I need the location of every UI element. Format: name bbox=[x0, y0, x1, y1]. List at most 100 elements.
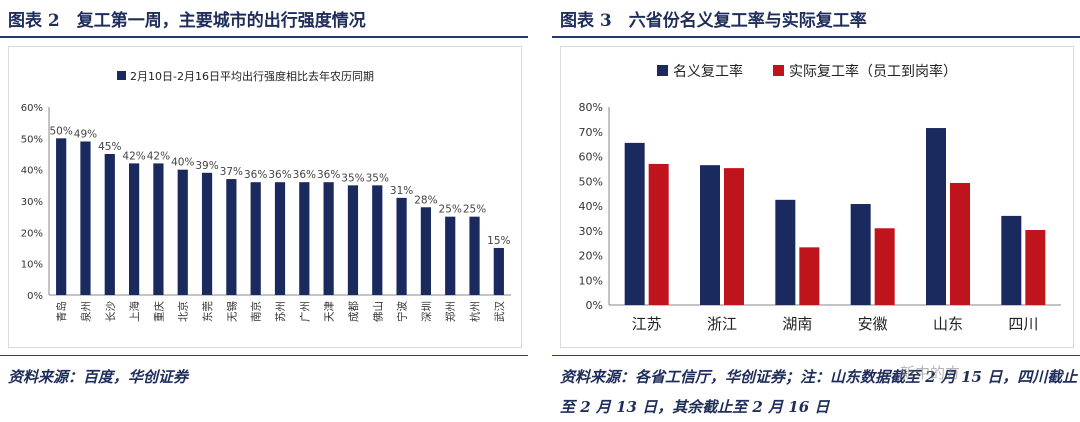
city-travel-chart-box: 2月10日-2月16日平均出行强度相比去年农历同期 0% 10% 20% 30% 40% 5… bbox=[8, 46, 522, 348]
figure-3-source: 资料来源：各省工信厅，华创证券；注：山东数据截至 2 月 15 日，四川截止至 … bbox=[560, 368, 1078, 416]
bar bbox=[420, 207, 432, 295]
x-tick-label: 江苏 bbox=[632, 315, 662, 333]
y-tick-label: 20% bbox=[21, 228, 43, 239]
y-tick-label: 40% bbox=[21, 166, 43, 177]
y-tick-label: 10% bbox=[579, 274, 603, 287]
data-label: 36% bbox=[268, 169, 291, 181]
y-tick-label: 0% bbox=[27, 291, 43, 302]
x-tick-label: 武汉 bbox=[493, 301, 506, 322]
figure-2-source: 资料来源：百度，华创证券 bbox=[8, 368, 189, 386]
data-label: 42% bbox=[147, 150, 170, 162]
data-label: 36% bbox=[244, 169, 267, 181]
y-tick-label: 30% bbox=[21, 197, 43, 208]
x-tick-label: 安徽 bbox=[858, 315, 888, 333]
data-label: 50% bbox=[49, 125, 72, 137]
x-tick-label: 上海 bbox=[128, 301, 141, 322]
data-label: 28% bbox=[414, 194, 437, 206]
bar-nominal bbox=[775, 199, 796, 305]
x-tick-label: 四川 bbox=[1008, 315, 1038, 333]
data-label: 45% bbox=[98, 141, 121, 153]
bar bbox=[250, 182, 261, 295]
data-label: 35% bbox=[366, 172, 389, 184]
bar bbox=[469, 216, 480, 295]
data-label: 25% bbox=[439, 204, 462, 216]
title-rule bbox=[0, 36, 528, 38]
x-tick-label: 苏州 bbox=[274, 301, 287, 322]
x-tick-label: 青岛 bbox=[55, 301, 68, 322]
bar bbox=[493, 248, 504, 295]
y-tick-label: 60% bbox=[21, 103, 43, 114]
x-tick-label: 泉州 bbox=[79, 301, 92, 322]
bar bbox=[226, 179, 237, 295]
y-tick-label: 40% bbox=[579, 200, 603, 213]
bar-actual bbox=[724, 168, 744, 305]
bar bbox=[347, 185, 359, 295]
data-label: 49% bbox=[74, 128, 97, 140]
bar-nominal bbox=[1001, 215, 1022, 305]
x-tick-label: 宁波 bbox=[396, 301, 409, 322]
bar bbox=[299, 182, 310, 295]
x-tick-label: 长沙 bbox=[105, 301, 117, 322]
x-tick-label: 天津 bbox=[324, 301, 336, 322]
x-tick-label: 成都 bbox=[348, 301, 360, 322]
source-rule bbox=[0, 355, 528, 356]
y-tick-label: 70% bbox=[579, 126, 603, 139]
legend-label-nominal: 名义复工率 bbox=[673, 63, 743, 80]
bar bbox=[153, 163, 164, 295]
data-label: 36% bbox=[293, 169, 316, 181]
data-label: 42% bbox=[122, 150, 145, 162]
bar bbox=[396, 197, 407, 295]
x-tick-label: 浙江 bbox=[707, 315, 737, 333]
data-label: 15% bbox=[487, 235, 510, 247]
data-label: 25% bbox=[463, 204, 486, 216]
y-tick-label: 30% bbox=[579, 225, 603, 238]
bar bbox=[177, 169, 188, 295]
y-tick-label: 60% bbox=[579, 151, 603, 164]
city-travel-chart: 2月10日-2月16日平均出行强度相比去年农历同期 0% 10% 20% 30% 40% 5… bbox=[21, 69, 511, 322]
province-rate-chart: 名义复工率 实际复工率（员工到岗率） 0% 10% 20% 30% 40% 50% 60% 70%… bbox=[579, 63, 1061, 333]
y-tick-label: 0% bbox=[586, 299, 603, 312]
bar bbox=[274, 182, 286, 295]
y-tick-label: 50% bbox=[579, 175, 603, 188]
x-tick-label: 杭州 bbox=[469, 301, 482, 322]
x-tick-label: 北京 bbox=[177, 301, 190, 322]
bar-actual bbox=[950, 182, 970, 305]
x-tick-label: 深圳 bbox=[421, 301, 433, 322]
data-label: 35% bbox=[341, 172, 364, 184]
data-label: 37% bbox=[220, 166, 243, 178]
bar-nominal bbox=[926, 128, 946, 305]
data-label: 40% bbox=[171, 157, 194, 169]
x-tick-label: 山东 bbox=[933, 315, 963, 333]
title-rule bbox=[552, 36, 1080, 38]
x-tick-label: 无锡 bbox=[225, 301, 238, 322]
data-label: 39% bbox=[195, 160, 218, 172]
y-tick-label: 80% bbox=[579, 101, 603, 114]
x-tick-label: 重庆 bbox=[152, 301, 165, 322]
bar-actual bbox=[874, 228, 895, 305]
bar bbox=[201, 172, 213, 295]
bar-actual bbox=[648, 163, 669, 305]
bar-nominal bbox=[850, 204, 871, 305]
bar bbox=[80, 141, 91, 295]
x-tick-label: 南京 bbox=[250, 301, 263, 322]
data-label: 31% bbox=[390, 185, 413, 197]
figure-2-title: 图表 2 复工第一周，主要城市的出行强度情况 bbox=[8, 11, 366, 31]
bar-nominal bbox=[624, 142, 645, 305]
watermark-text: 新中的方 bbox=[900, 364, 961, 382]
bar-actual bbox=[799, 247, 820, 305]
x-tick-label: 湖南 bbox=[782, 315, 812, 333]
legend-swatch-actual bbox=[773, 65, 784, 76]
source-rule bbox=[552, 355, 1080, 356]
x-tick-label: 东莞 bbox=[201, 301, 214, 322]
bar bbox=[323, 182, 334, 295]
y-tick-label: 10% bbox=[21, 260, 43, 271]
province-rate-chart-box: 名义复工率 实际复工率（员工到岗率） 0% 10% 20% 30% 40% 50% 60% 70%… bbox=[560, 46, 1074, 348]
y-tick-label: 50% bbox=[21, 134, 43, 145]
bar bbox=[128, 163, 140, 295]
x-tick-label: 广州 bbox=[299, 301, 311, 322]
bar-actual bbox=[1025, 230, 1046, 305]
bar bbox=[104, 154, 115, 295]
bar bbox=[445, 216, 456, 295]
y-tick-label: 20% bbox=[579, 250, 603, 263]
legend-swatch bbox=[117, 71, 126, 80]
